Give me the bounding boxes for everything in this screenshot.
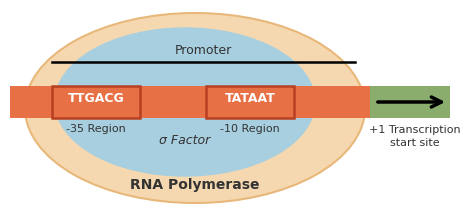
Bar (10, 86, 370, 118)
FancyBboxPatch shape (206, 86, 294, 118)
Text: +1 Transcription
start site: +1 Transcription start site (369, 125, 461, 148)
Text: TATAAT: TATAAT (225, 92, 275, 106)
Text: σ Factor: σ Factor (159, 134, 210, 146)
Text: -10 Region: -10 Region (220, 124, 280, 134)
Ellipse shape (25, 13, 365, 203)
Bar (370, 86, 450, 118)
Text: TTGACG: TTGACG (68, 92, 124, 106)
Text: RNA Polymerase: RNA Polymerase (130, 178, 260, 192)
FancyBboxPatch shape (52, 86, 140, 118)
Ellipse shape (55, 28, 315, 176)
Text: -35 Region: -35 Region (66, 124, 126, 134)
Text: Promoter: Promoter (175, 44, 232, 57)
